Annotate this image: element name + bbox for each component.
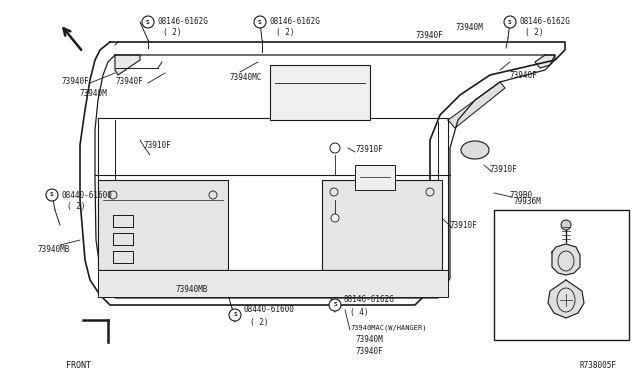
Text: 08146-6162G: 08146-6162G: [157, 17, 208, 26]
Text: S: S: [233, 312, 237, 317]
Text: 73940MB: 73940MB: [38, 246, 70, 254]
Circle shape: [254, 16, 266, 28]
Text: 73940MB: 73940MB: [175, 285, 207, 295]
Text: S: S: [146, 19, 150, 25]
Circle shape: [46, 189, 58, 201]
Text: 739B0: 739B0: [510, 190, 533, 199]
Text: R738005F: R738005F: [580, 360, 617, 369]
Text: 73940F: 73940F: [510, 71, 538, 80]
Text: ( 4): ( 4): [350, 308, 369, 317]
Circle shape: [329, 299, 341, 311]
Ellipse shape: [461, 141, 489, 159]
Text: 73910F: 73910F: [355, 145, 383, 154]
Text: 08146-6162G: 08146-6162G: [270, 17, 321, 26]
Bar: [98, 270, 448, 297]
Bar: [270, 65, 370, 120]
Text: 08440-61600: 08440-61600: [61, 190, 112, 199]
Text: 73940F: 73940F: [115, 77, 143, 87]
Text: 73940M: 73940M: [80, 89, 108, 97]
Text: 73910F: 73910F: [143, 141, 171, 150]
Text: 08146-6162G: 08146-6162G: [519, 17, 570, 26]
Text: 73910F: 73910F: [490, 166, 518, 174]
Text: 73940M: 73940M: [355, 336, 383, 344]
Polygon shape: [448, 82, 505, 128]
Polygon shape: [548, 280, 584, 318]
Text: 08146-6162G: 08146-6162G: [344, 295, 395, 305]
Text: 73940MC: 73940MC: [230, 74, 262, 83]
Text: 73940F: 73940F: [355, 347, 383, 356]
Text: S: S: [50, 192, 54, 198]
Text: ( 2): ( 2): [163, 28, 182, 36]
Circle shape: [142, 16, 154, 28]
Circle shape: [504, 16, 516, 28]
Polygon shape: [535, 55, 555, 68]
Text: ( 2): ( 2): [67, 202, 86, 211]
Text: 73940F: 73940F: [62, 77, 90, 87]
Text: S: S: [258, 19, 262, 25]
Text: 73940M: 73940M: [455, 23, 483, 32]
Circle shape: [561, 220, 571, 230]
Circle shape: [331, 214, 339, 222]
Text: S: S: [333, 302, 337, 308]
Bar: [494, 210, 629, 340]
Circle shape: [229, 309, 241, 321]
Text: 08440-61600: 08440-61600: [244, 305, 295, 314]
Text: FRONT: FRONT: [66, 360, 91, 369]
Bar: [98, 180, 228, 270]
Polygon shape: [115, 55, 140, 75]
Text: 73910F: 73910F: [450, 221, 477, 230]
Text: 73940F: 73940F: [415, 31, 443, 39]
Circle shape: [330, 143, 340, 153]
Text: 73940MAC(W/HANGER): 73940MAC(W/HANGER): [350, 325, 426, 331]
Polygon shape: [552, 244, 580, 275]
Text: 79936M: 79936M: [514, 198, 541, 206]
Bar: [355, 165, 395, 190]
Bar: [322, 180, 442, 270]
Text: ( 2): ( 2): [276, 28, 294, 36]
Text: ( 2): ( 2): [250, 317, 269, 327]
Text: UTILITY HOOK: UTILITY HOOK: [502, 329, 553, 335]
Text: ( 2): ( 2): [525, 28, 543, 36]
Text: S: S: [508, 19, 512, 25]
